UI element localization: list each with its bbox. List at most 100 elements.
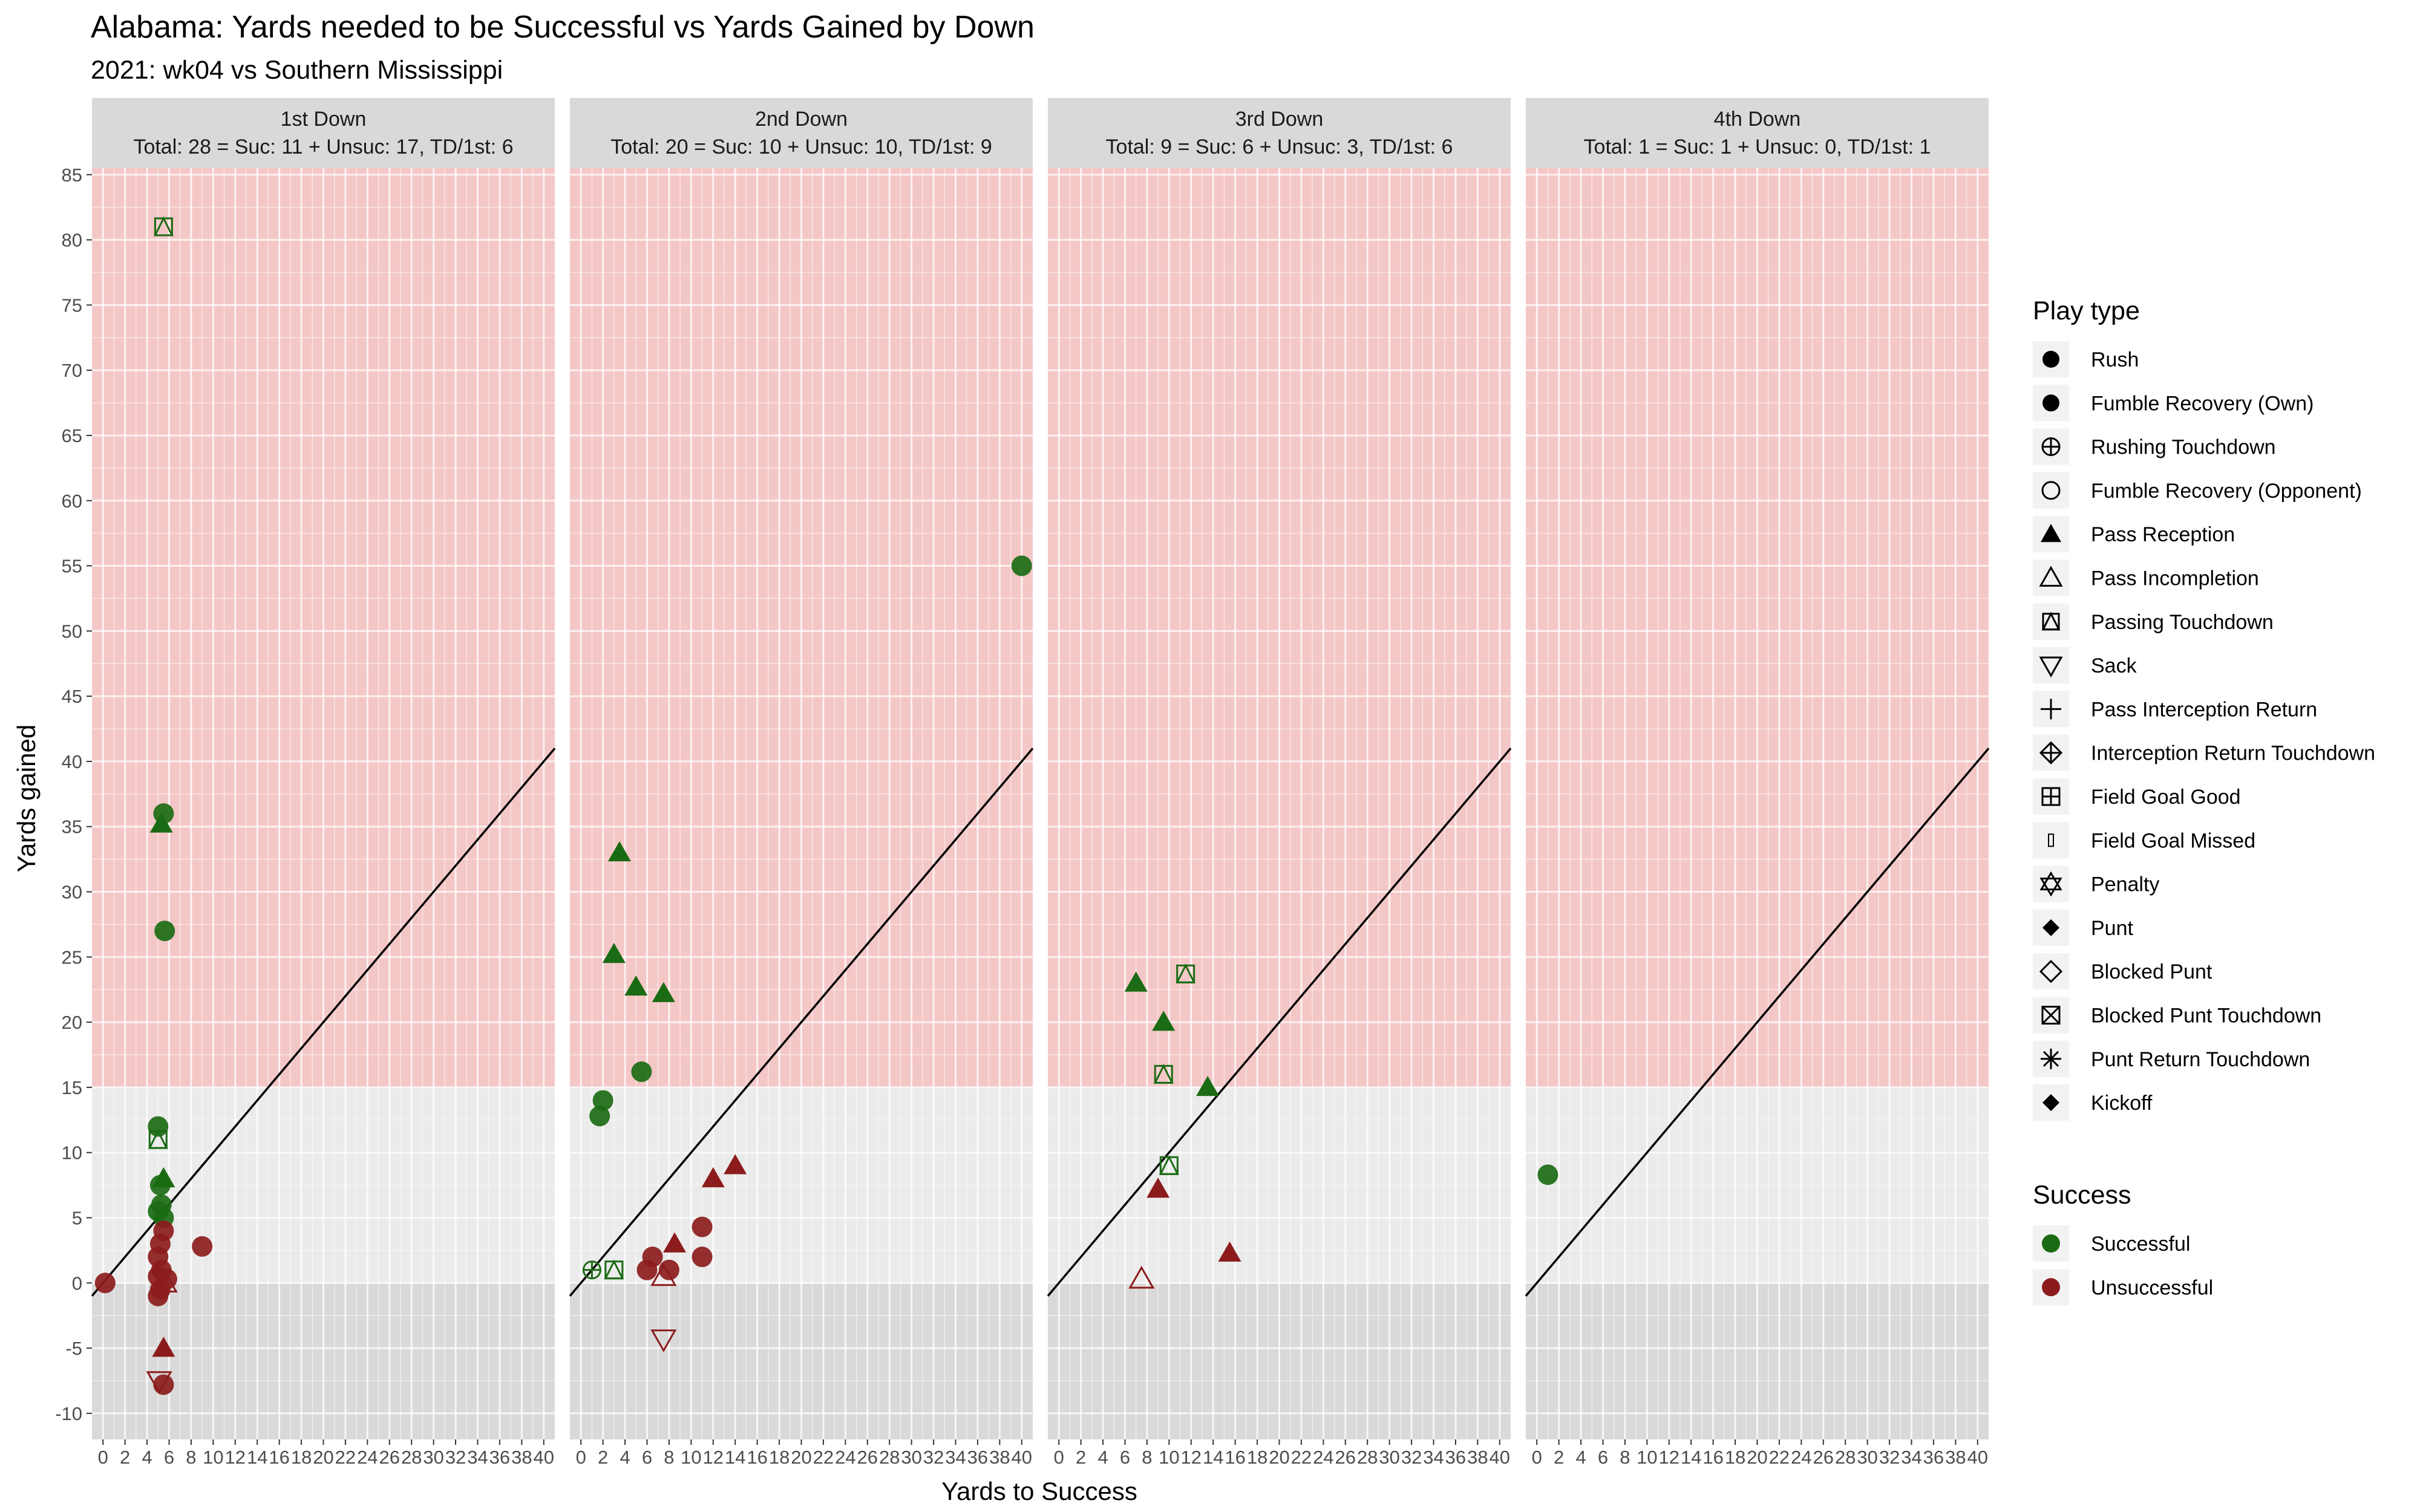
y-tick-label: 35 — [62, 816, 82, 838]
x-tick-label: 6 — [642, 1447, 652, 1468]
facet-summary: Total: 28 = Suc: 11 + Unsuc: 17, TD/1st:… — [133, 135, 513, 158]
x-tick-label: 0 — [98, 1447, 108, 1468]
x-tick-label: 38 — [1467, 1447, 1488, 1468]
data-point — [631, 1061, 652, 1083]
facet-title: 1st Down — [281, 108, 367, 131]
data-point — [1159, 1155, 1179, 1175]
y-tick-label: 5 — [72, 1207, 82, 1228]
x-tick-label: 36 — [1445, 1447, 1466, 1468]
x-tick-label: 40 — [1490, 1447, 1510, 1468]
facet-panel-4: 4th Down Total: 1 = Suc: 1 + Unsuc: 0, TD… — [1525, 98, 1990, 1468]
x-tick-label: 38 — [511, 1447, 532, 1468]
facet-panel-1: 1st Down Total: 28 = Suc: 11 + Unsuc: 17,… — [91, 98, 556, 1468]
x-tick-label: 12 — [225, 1447, 246, 1468]
legend-label: Field Goal Good — [2091, 786, 2241, 809]
x-tick-label: 10 — [203, 1447, 223, 1468]
facet-strip — [1048, 98, 1511, 168]
x-tick-label: 0 — [1532, 1447, 1542, 1468]
y-tick-label: 65 — [62, 425, 82, 446]
legend-key — [2033, 1084, 2069, 1121]
facet-title: 4th Down — [1714, 108, 1801, 131]
data-point — [663, 1232, 687, 1253]
data-point — [154, 921, 175, 942]
legend-key — [2033, 428, 2069, 465]
x-tick-label: 20 — [313, 1447, 333, 1468]
x-tick-label: 16 — [269, 1447, 289, 1468]
legend-key — [2033, 516, 2069, 553]
x-tick-label: 32 — [1401, 1447, 1422, 1468]
x-tick-label: 14 — [725, 1447, 745, 1468]
y-axis-label: Yards gained — [12, 725, 41, 872]
legend-title-play-type: Play type — [2033, 296, 2140, 325]
x-tick-label: 14 — [1681, 1447, 1701, 1468]
legend-label: Rushing Touchdown — [2091, 436, 2276, 459]
x-tick-label: 18 — [1725, 1447, 1745, 1468]
data-point — [1124, 971, 1148, 992]
chart-subtitle: 2021: wk04 vs Southern Mississippi — [91, 56, 503, 85]
y-tick-label: 60 — [62, 490, 82, 512]
legend-label: Sack — [2091, 654, 2137, 677]
data-point — [607, 841, 631, 862]
data-point — [148, 1129, 168, 1149]
x-tick-label: 30 — [1379, 1447, 1399, 1468]
x-tick-label: 12 — [703, 1447, 724, 1468]
legend-title-success: Success — [2033, 1181, 2131, 1210]
legend-label: Fumble Recovery (Own) — [2091, 392, 2314, 415]
legend-key — [2033, 1225, 2069, 1262]
x-tick-label: 18 — [291, 1447, 312, 1468]
y-tick-label: 20 — [62, 1012, 82, 1033]
data-point — [153, 216, 174, 236]
x-tick-label: 24 — [835, 1447, 855, 1468]
data-point — [650, 1263, 677, 1286]
x-tick-label: 6 — [1598, 1447, 1608, 1468]
facet-title: 2nd Down — [755, 108, 848, 131]
legend-key — [2033, 603, 2069, 640]
x-axis: 0 2 4 6 8 10 12 14 16 18 20 22 24 26 28 30 32 34 36 38 40 — [1532, 1439, 1988, 1468]
data-point — [602, 943, 626, 963]
x-tick-label: 20 — [1269, 1447, 1289, 1468]
data-point — [724, 1154, 747, 1175]
x-tick-label: 40 — [534, 1447, 554, 1468]
data-point — [604, 1259, 624, 1280]
legend-label: Field Goal Missed — [2091, 829, 2255, 852]
x-tick-label: 34 — [1901, 1447, 1921, 1468]
x-tick-label: 0 — [576, 1447, 586, 1468]
gridlines — [1048, 168, 1511, 1439]
data-point — [94, 1272, 116, 1294]
x-tick-label: 28 — [1357, 1447, 1378, 1468]
facet-strip — [92, 98, 555, 168]
legend-label: Pass Reception — [2091, 523, 2235, 546]
legend-key — [2033, 341, 2069, 377]
data-point — [1153, 1063, 1174, 1084]
legend-label: Pass Interception Return — [2091, 698, 2317, 721]
x-tick-label: 6 — [1120, 1447, 1130, 1468]
legend-key — [2033, 691, 2069, 728]
x-tick-label: 22 — [1291, 1447, 1312, 1468]
x-tick-label: 4 — [1097, 1447, 1108, 1468]
x-tick-label: 10 — [1159, 1447, 1179, 1468]
data-point — [650, 1329, 677, 1353]
legend-label: Punt Return Touchdown — [2091, 1048, 2310, 1071]
x-tick-label: 28 — [1835, 1447, 1856, 1468]
y-tick-label: 0 — [72, 1272, 82, 1294]
facet-strip — [570, 98, 1033, 168]
data-point — [1196, 1075, 1220, 1097]
data-point — [624, 975, 648, 996]
x-tick-label: 40 — [1967, 1447, 1988, 1468]
data-point — [658, 1259, 679, 1280]
legend-label: Pass Incompletion — [2091, 567, 2259, 590]
legend-key — [2033, 997, 2069, 1034]
facet-summary: Total: 1 = Suc: 1 + Unsuc: 0, TD/1st: 1 — [1584, 135, 1931, 158]
x-tick-label: 32 — [445, 1447, 466, 1468]
x-tick-label: 30 — [1857, 1447, 1877, 1468]
legend-label: Punt — [2091, 917, 2133, 940]
data-point — [652, 982, 675, 1002]
data-point — [589, 1106, 610, 1127]
x-tick-label: 26 — [379, 1447, 400, 1468]
facet-panel-3: 3rd Down Total: 9 = Suc: 6 + Unsuc: 3, TD… — [1047, 98, 1512, 1468]
legend-key — [2033, 865, 2069, 902]
data-point — [1152, 1011, 1176, 1031]
data-point — [149, 1175, 171, 1196]
reference-line — [569, 748, 1034, 1297]
legend-key — [2033, 953, 2069, 990]
